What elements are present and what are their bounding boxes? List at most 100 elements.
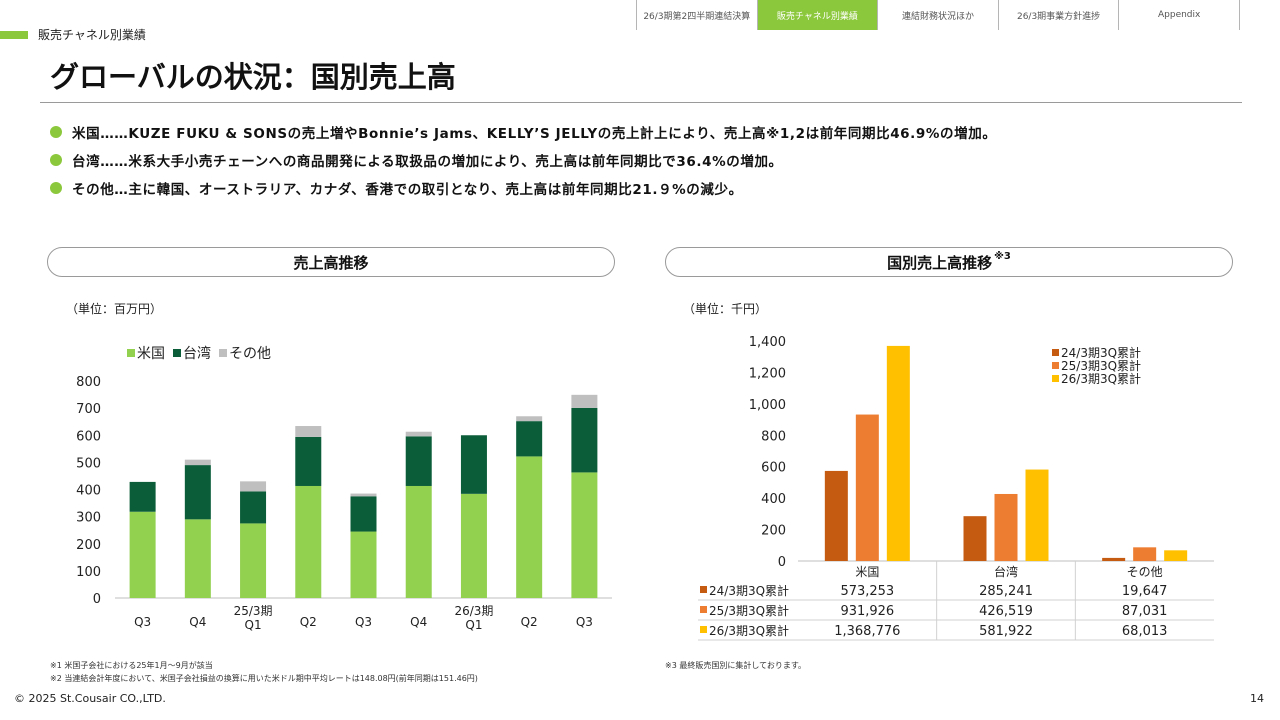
bar-segment xyxy=(184,519,211,598)
bar-segment xyxy=(240,491,267,524)
left-unit-label: （単位：百万円） xyxy=(66,302,163,316)
bar-segment xyxy=(516,456,543,598)
bar-segment xyxy=(350,531,377,598)
bullet-dot-icon xyxy=(50,154,62,166)
data-label: 931,926 xyxy=(840,604,894,619)
table-legend-swatch xyxy=(700,586,707,593)
bar-segment xyxy=(350,496,377,532)
copyright: © 2025 St.Cousair CO.,LTD. xyxy=(14,692,166,705)
x-tick-label: Q2 xyxy=(300,615,317,629)
bar xyxy=(824,470,848,561)
legend-label: その他 xyxy=(229,346,271,362)
x-tick-label: 台湾 xyxy=(994,564,1018,579)
bar-segment xyxy=(571,407,598,473)
table-row-label: 24/3期3Q累計 xyxy=(709,583,789,598)
bar-segment xyxy=(516,421,543,457)
right-panel-title-text: 国別売上高推移 xyxy=(887,253,993,272)
tab-financial-position[interactable]: 連結財務状況ほか xyxy=(877,0,998,30)
note-2: ※2 当連結会計年度において、米国子会社損益の換算に用いた米ドル期中平均レートは… xyxy=(50,674,478,683)
y-tick-label: 800 xyxy=(761,429,786,444)
bar-segment xyxy=(571,394,598,408)
bullet-dot-icon xyxy=(50,182,62,194)
bullet-us: 米国……KUZE FUKU & SONSの売上増やBonnie’s Jams、K… xyxy=(50,118,1230,146)
page-number: 14 xyxy=(1250,692,1264,705)
x-tick-label: Q1 xyxy=(245,618,262,632)
bar-segment xyxy=(295,426,322,437)
bullet-text: 米国……KUZE FUKU & SONSの売上増やBonnie’s Jams、K… xyxy=(72,126,997,142)
tab-q2-results[interactable]: 26/3期第2四半期連結決算 xyxy=(636,0,757,30)
legend-swatch xyxy=(127,349,135,357)
x-tick-label: Q2 xyxy=(521,615,538,629)
legend-label: 米国 xyxy=(137,346,165,362)
legend-label: 24/3期3Q累計 xyxy=(1061,345,1141,360)
x-tick-label: Q3 xyxy=(134,615,151,629)
country-sales-chart: 0 200 400 600 800 1,000 1,200 1,400 米国 台湾 その他 24/3期… xyxy=(698,335,1214,641)
data-label: 285,241 xyxy=(979,584,1033,599)
legend-swatch xyxy=(1052,349,1059,356)
bullet-other: その他…主に韓国、オーストラリア、カナダ、香港での取引となり、売上高は前年同期比… xyxy=(50,174,1230,202)
legend-swatch xyxy=(219,349,227,357)
section-label: 販売チャネル別業績 xyxy=(38,28,146,42)
bullet-text: 台湾……米系大手小売チェーンへの商品開発による取扱品の増加により、売上高は前年同… xyxy=(72,154,783,170)
table-row-label: 26/3期3Q累計 xyxy=(709,623,789,638)
bar xyxy=(963,516,987,561)
bar-segment xyxy=(460,493,487,598)
table-legend-swatch xyxy=(700,606,707,613)
tab-business-policy[interactable]: 26/3期事業方針進捗 xyxy=(997,0,1119,30)
y-tick-label: 200 xyxy=(761,524,786,539)
left-panel-title: 売上高推移 xyxy=(47,247,615,277)
y-tick-label: 200 xyxy=(76,538,101,553)
tab-channel-results[interactable]: 販売チャネル別業績 xyxy=(756,0,878,30)
x-tick-label: Q4 xyxy=(189,615,206,629)
y-tick-label: 1,000 xyxy=(749,398,786,413)
table-row-label: 25/3期3Q累計 xyxy=(709,603,789,618)
x-tick-label: Q3 xyxy=(576,615,593,629)
bullet-text: その他…主に韓国、オーストラリア、カナダ、香港での取引となり、売上高は前年同期比… xyxy=(72,182,743,198)
x-tick-label: Q3 xyxy=(355,615,372,629)
bar xyxy=(1102,557,1126,561)
data-label: 19,647 xyxy=(1122,584,1168,599)
bullet-dot-icon xyxy=(50,126,62,138)
summary-bullets: 米国……KUZE FUKU & SONSの売上増やBonnie’s Jams、K… xyxy=(50,118,1230,202)
y-tick-label: 600 xyxy=(76,429,101,444)
section-marker xyxy=(0,31,28,39)
bar-segment xyxy=(129,481,156,512)
bar-segment xyxy=(295,436,322,486)
y-tick-label: 600 xyxy=(761,461,786,476)
y-tick-label: 500 xyxy=(76,456,101,471)
x-tick-label: Q4 xyxy=(410,615,427,629)
legend-swatch xyxy=(1052,375,1059,382)
y-tick-label: 300 xyxy=(76,511,101,526)
data-label: 426,519 xyxy=(979,604,1033,619)
bar-segment xyxy=(129,511,156,598)
bar xyxy=(1133,547,1157,561)
bar xyxy=(1164,550,1188,561)
legend-label: 26/3期3Q累計 xyxy=(1061,371,1141,386)
bar-segment xyxy=(184,465,211,520)
bar-segment xyxy=(295,485,322,598)
y-tick-label: 800 xyxy=(76,375,101,390)
data-label: 1,368,776 xyxy=(834,624,900,639)
x-period-label: 25/3期 xyxy=(234,604,273,618)
y-tick-label: 400 xyxy=(761,492,786,507)
x-tick-label: Q1 xyxy=(465,618,482,632)
y-tick-label: 1,200 xyxy=(749,366,786,381)
x-period-label: 26/3期 xyxy=(454,604,493,618)
legend-swatch xyxy=(1052,362,1059,369)
right-panel-title-note: ※3 xyxy=(994,250,1011,262)
data-label: 581,922 xyxy=(979,624,1033,639)
x-tick-label: 米国 xyxy=(855,565,879,579)
title-divider xyxy=(40,102,1242,103)
data-label: 87,031 xyxy=(1122,604,1168,619)
bar-segment xyxy=(571,472,598,598)
y-tick-label: 700 xyxy=(76,402,101,417)
y-tick-label: 400 xyxy=(76,484,101,499)
bar xyxy=(886,345,910,561)
y-tick-label: 100 xyxy=(76,565,101,580)
bar xyxy=(1025,469,1049,561)
legend-label: 台湾 xyxy=(183,345,211,362)
tab-appendix[interactable]: Appendix xyxy=(1118,0,1240,30)
bar-segment xyxy=(184,459,211,466)
left-panel-title-text: 売上高推移 xyxy=(293,253,369,272)
bar-segment xyxy=(405,436,432,486)
